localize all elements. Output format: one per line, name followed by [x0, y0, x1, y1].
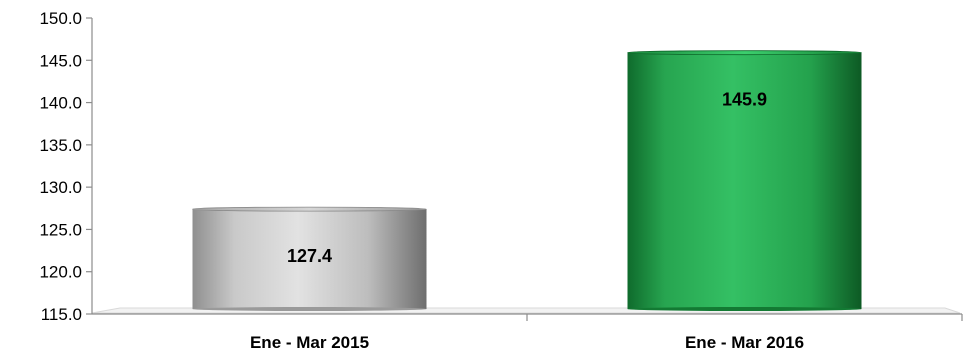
x-axis-ticks	[526, 314, 963, 321]
y-tick-label: 135.0	[39, 136, 82, 155]
y-tick-label: 150.0	[39, 9, 82, 28]
bar: 127.4	[192, 206, 427, 311]
y-tick-label: 125.0	[39, 220, 82, 239]
bar-top-cap	[192, 206, 427, 212]
category-label: Ene - Mar 2016	[685, 333, 804, 352]
y-tick-label: 140.0	[39, 94, 82, 113]
bar-base	[627, 307, 862, 311]
y-tick-label: 120.0	[39, 263, 82, 282]
bar-body	[627, 52, 862, 309]
y-tick-label: 145.0	[39, 51, 82, 70]
bar-series: 127.4 145.9	[192, 50, 862, 311]
category-label: Ene - Mar 2015	[250, 333, 369, 352]
bar-top-cap	[627, 50, 862, 56]
bar-body	[192, 209, 427, 309]
category-labels: Ene - Mar 2015 Ene - Mar 2016	[250, 333, 804, 352]
bar: 145.9	[627, 50, 862, 311]
data-label: 127.4	[287, 246, 332, 266]
bar-base	[192, 307, 427, 311]
data-label: 145.9	[722, 90, 767, 110]
y-axis-ticks: 115.0 120.0 125.0 130.0 135.0 140.0 145.0 150.0	[39, 9, 92, 324]
y-tick-label: 130.0	[39, 178, 82, 197]
y-tick-label: 115.0	[41, 305, 82, 324]
